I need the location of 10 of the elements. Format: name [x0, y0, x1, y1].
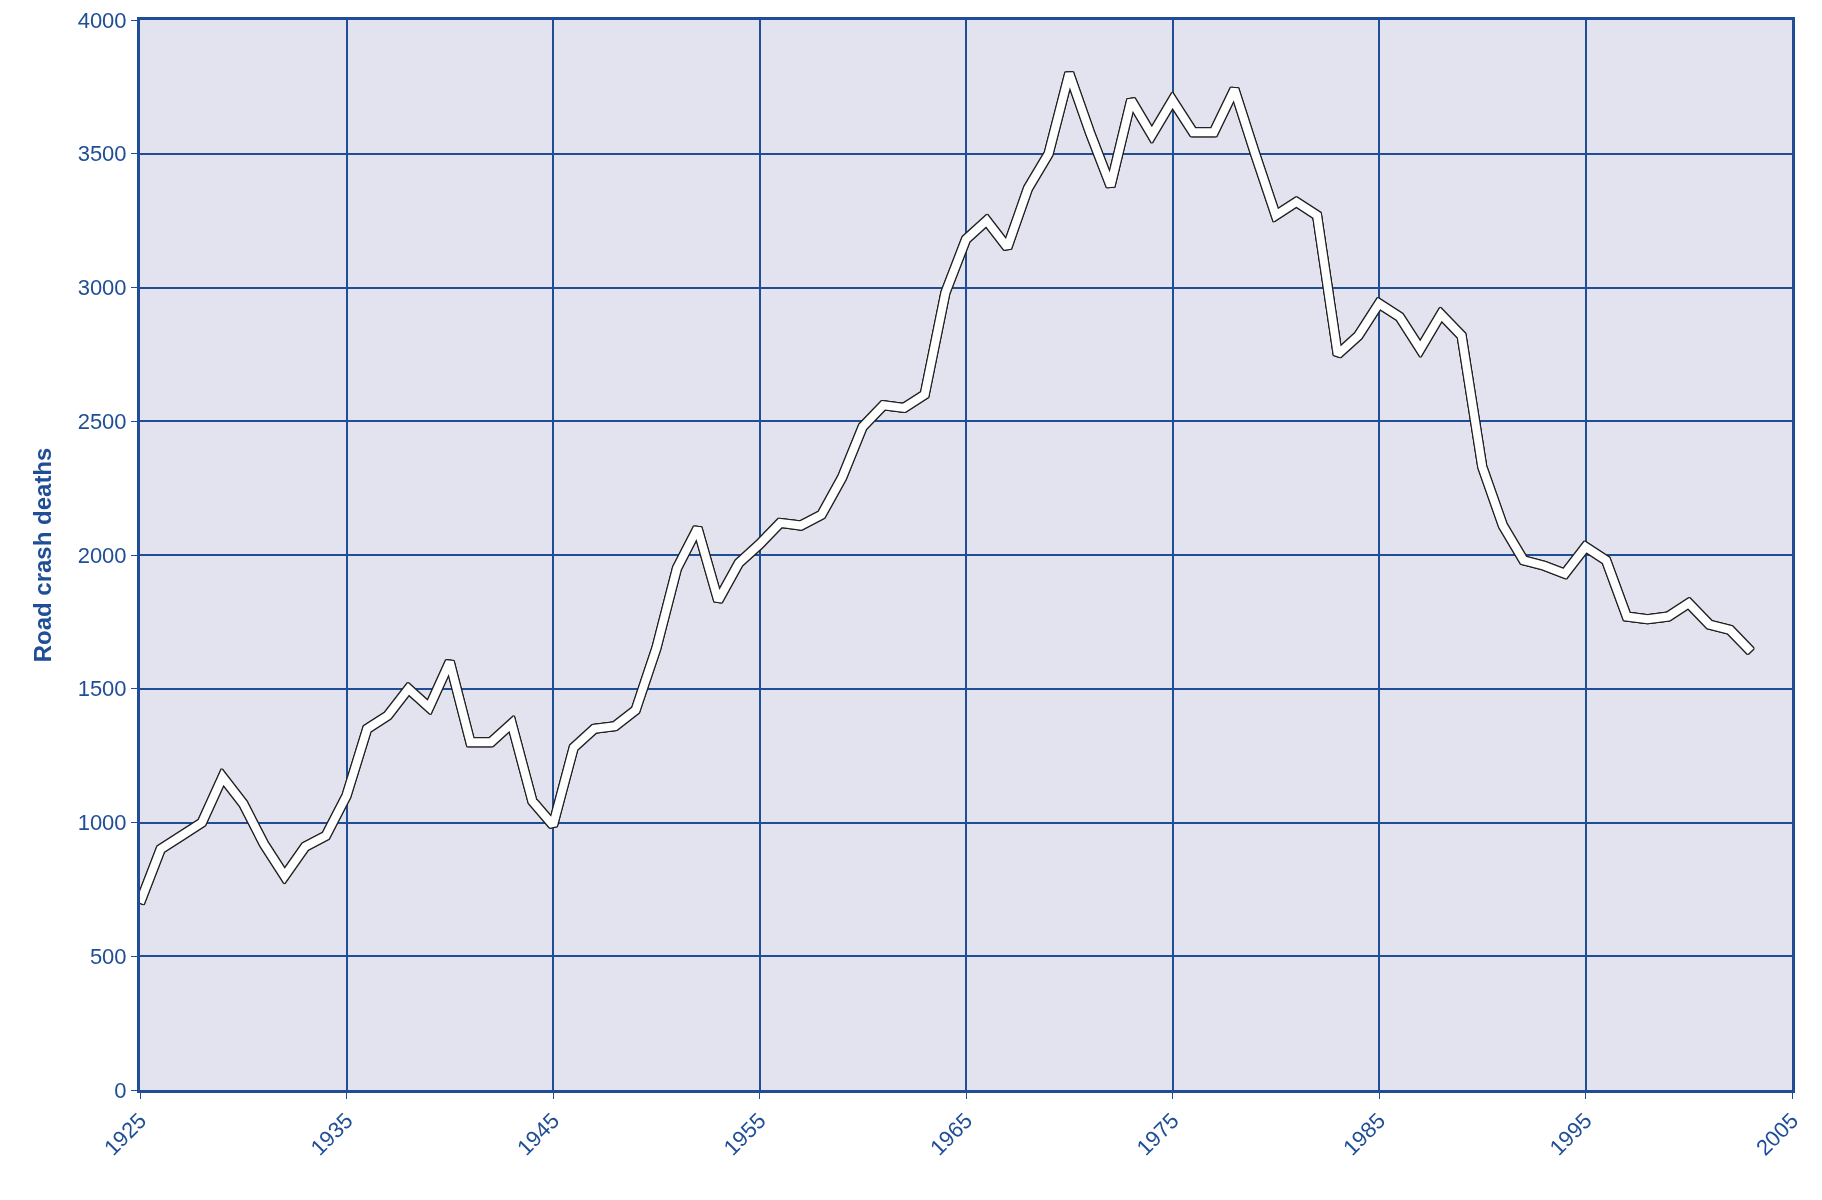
y-tick-label: 2000 — [77, 542, 127, 568]
y-tick-label: 3500 — [77, 141, 127, 167]
y-tick-label: 500 — [89, 943, 127, 969]
y-tick-label: 1000 — [77, 810, 127, 836]
y-axis-title: Road crash deaths — [28, 447, 56, 663]
y-tick-label: 4000 — [77, 7, 127, 33]
y-tick-label: 3000 — [77, 275, 127, 301]
y-tick-label: 2500 — [77, 408, 127, 434]
y-tick-label: 1500 — [77, 676, 127, 702]
y-tick-label: 0 — [114, 1077, 127, 1103]
